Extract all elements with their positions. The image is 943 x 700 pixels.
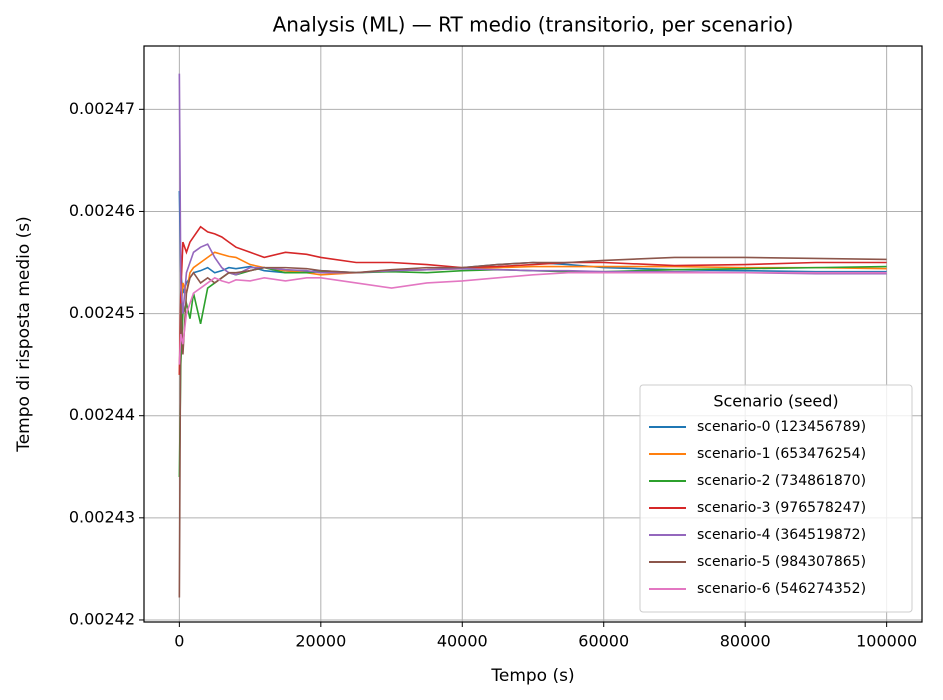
chart-title: Analysis (ML) — RT medio (transitorio, p… xyxy=(273,13,794,37)
y-tick-label: 0.00243 xyxy=(69,507,135,526)
legend-label: scenario-3 (976578247) xyxy=(697,500,866,516)
y-tick-label: 0.00242 xyxy=(69,609,135,628)
series-line xyxy=(178,251,887,375)
x-tick-label: 80000 xyxy=(720,632,771,651)
x-tick-label: 20000 xyxy=(295,632,346,651)
legend-label: scenario-2 (734861870) xyxy=(697,473,866,489)
x-tick-label: 40000 xyxy=(437,632,488,651)
series-line xyxy=(178,73,887,314)
plot-frame xyxy=(143,45,923,623)
legend-box xyxy=(639,384,913,613)
x-tick-label: 0 xyxy=(174,632,184,651)
legend-label: scenario-4 (364519872) xyxy=(697,527,866,543)
series-line xyxy=(178,256,887,598)
y-tick-label: 0.00245 xyxy=(69,303,135,322)
y-tick-label: 0.00247 xyxy=(69,99,135,118)
legend-label: scenario-0 (123456789) xyxy=(697,419,866,435)
x-tick-label: 100000 xyxy=(856,632,917,651)
y-tick-label: 0.00244 xyxy=(69,405,135,424)
series-line xyxy=(178,225,887,375)
legend-label: scenario-5 (984307865) xyxy=(697,554,866,570)
x-tick-label: 60000 xyxy=(578,632,629,651)
y-axis-label: Tempo di risposta medio (s) xyxy=(14,216,34,453)
x-axis-label: Tempo (s) xyxy=(490,666,574,686)
series-line xyxy=(178,191,887,294)
legend-title: Scenario (seed) xyxy=(713,392,838,411)
legend-label: scenario-1 (653476254) xyxy=(697,446,866,462)
y-tick-label: 0.00246 xyxy=(69,201,135,220)
legend-label: scenario-6 (546274352) xyxy=(697,581,866,597)
series-line xyxy=(178,271,887,365)
